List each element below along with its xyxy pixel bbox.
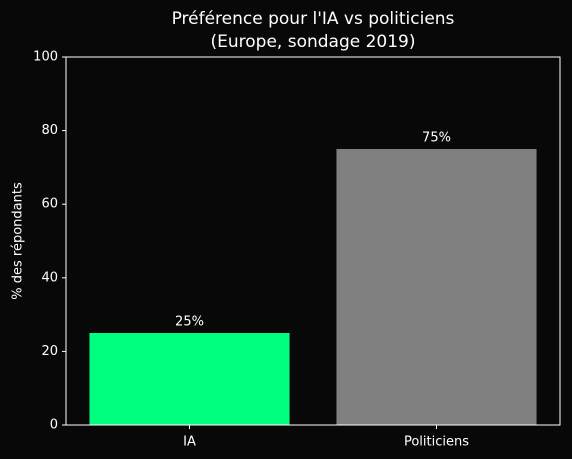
- y-tick-label: 0: [50, 418, 58, 433]
- y-axis-label: % des répondants: [11, 182, 26, 300]
- y-tick-label: 60: [41, 197, 58, 212]
- chart-title: (Europe, sondage 2019): [210, 32, 415, 52]
- plot-frame: [65, 56, 561, 426]
- x-tick-label: IA: [183, 435, 196, 450]
- value-label: 25%: [175, 315, 204, 330]
- x-tick-label: Politiciens: [404, 435, 469, 450]
- y-tick-label: 80: [41, 123, 58, 138]
- y-tick-label: 40: [41, 270, 58, 285]
- bar: [89, 333, 290, 425]
- y-tick-label: 20: [41, 344, 58, 359]
- y-tick-label: 100: [33, 50, 58, 65]
- chart-title: Préférence pour l'IA vs politiciens: [172, 9, 455, 29]
- bar: [336, 149, 537, 425]
- value-label: 75%: [422, 131, 451, 146]
